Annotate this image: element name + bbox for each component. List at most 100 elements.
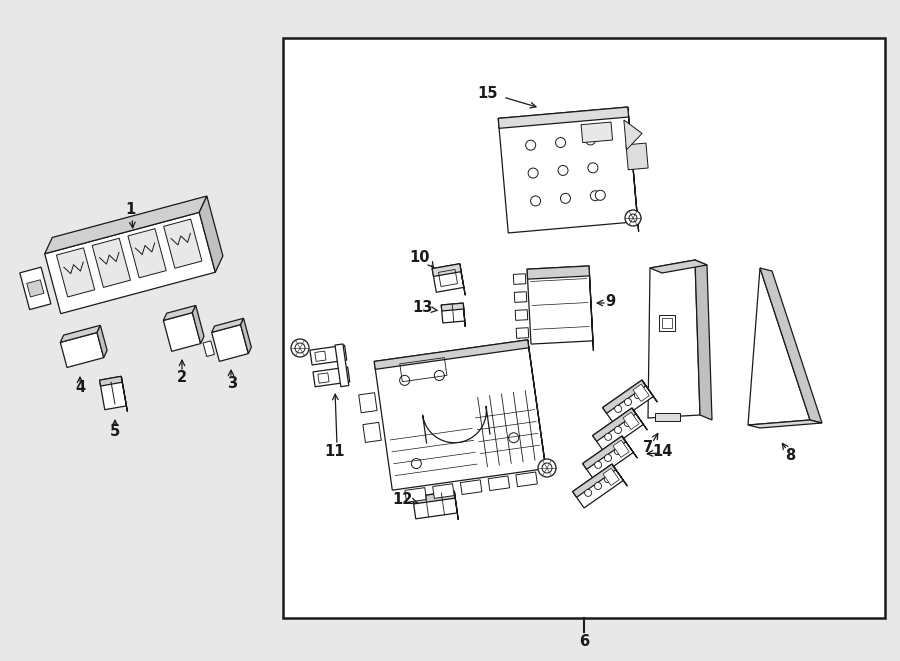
Circle shape bbox=[538, 459, 556, 477]
Polygon shape bbox=[45, 212, 215, 314]
Polygon shape bbox=[27, 280, 44, 297]
Circle shape bbox=[634, 391, 642, 399]
Polygon shape bbox=[100, 376, 126, 410]
Polygon shape bbox=[695, 260, 712, 420]
Text: 11: 11 bbox=[325, 444, 346, 459]
Circle shape bbox=[615, 447, 621, 455]
Polygon shape bbox=[624, 120, 642, 150]
Text: 1: 1 bbox=[125, 202, 135, 217]
Polygon shape bbox=[622, 436, 637, 458]
Polygon shape bbox=[60, 325, 101, 342]
Polygon shape bbox=[589, 266, 593, 351]
Polygon shape bbox=[128, 229, 166, 278]
Polygon shape bbox=[315, 351, 326, 362]
Circle shape bbox=[595, 190, 606, 200]
Circle shape bbox=[604, 476, 611, 483]
Polygon shape bbox=[92, 238, 130, 288]
Polygon shape bbox=[517, 328, 528, 338]
Polygon shape bbox=[623, 412, 639, 430]
Bar bbox=[659, 315, 675, 331]
Polygon shape bbox=[582, 436, 634, 480]
Polygon shape bbox=[413, 491, 457, 519]
Polygon shape bbox=[572, 464, 624, 508]
Polygon shape bbox=[97, 325, 107, 358]
Circle shape bbox=[295, 343, 305, 353]
Circle shape bbox=[528, 168, 538, 178]
Polygon shape bbox=[405, 488, 427, 502]
Circle shape bbox=[595, 461, 602, 469]
Polygon shape bbox=[650, 260, 707, 273]
Polygon shape bbox=[603, 468, 619, 485]
Polygon shape bbox=[432, 264, 461, 276]
Circle shape bbox=[400, 375, 410, 385]
Text: 6: 6 bbox=[579, 633, 590, 648]
Polygon shape bbox=[516, 472, 537, 486]
Bar bbox=[655, 413, 680, 421]
Polygon shape bbox=[100, 376, 122, 386]
Polygon shape bbox=[212, 325, 248, 362]
Circle shape bbox=[585, 489, 591, 496]
Polygon shape bbox=[441, 303, 464, 311]
Polygon shape bbox=[359, 393, 377, 412]
Polygon shape bbox=[164, 219, 202, 268]
Polygon shape bbox=[612, 464, 627, 486]
Polygon shape bbox=[626, 143, 648, 170]
Circle shape bbox=[508, 433, 518, 443]
Circle shape bbox=[542, 463, 552, 473]
Polygon shape bbox=[433, 484, 454, 498]
Text: 13: 13 bbox=[412, 299, 432, 315]
Bar bbox=[662, 318, 672, 328]
Circle shape bbox=[588, 163, 598, 173]
Polygon shape bbox=[45, 196, 207, 254]
Polygon shape bbox=[499, 107, 638, 233]
Circle shape bbox=[291, 339, 309, 357]
Polygon shape bbox=[488, 476, 509, 490]
Text: 4: 4 bbox=[75, 381, 86, 395]
Circle shape bbox=[558, 165, 568, 175]
Text: 10: 10 bbox=[410, 251, 430, 266]
Polygon shape bbox=[203, 341, 214, 356]
Circle shape bbox=[605, 455, 611, 461]
Polygon shape bbox=[20, 267, 51, 309]
Polygon shape bbox=[199, 196, 223, 272]
Text: 8: 8 bbox=[785, 447, 795, 463]
Polygon shape bbox=[363, 422, 382, 442]
Circle shape bbox=[629, 214, 637, 222]
Circle shape bbox=[615, 426, 622, 434]
Text: 3: 3 bbox=[227, 375, 237, 391]
Text: 2: 2 bbox=[177, 369, 187, 385]
Text: 14: 14 bbox=[652, 444, 672, 459]
Circle shape bbox=[625, 399, 632, 405]
Polygon shape bbox=[581, 122, 613, 143]
Circle shape bbox=[625, 210, 641, 226]
Polygon shape bbox=[760, 268, 822, 423]
Text: 7: 7 bbox=[643, 440, 653, 455]
Circle shape bbox=[605, 434, 612, 440]
Polygon shape bbox=[514, 292, 526, 302]
Polygon shape bbox=[613, 440, 629, 457]
Polygon shape bbox=[632, 408, 647, 430]
Polygon shape bbox=[513, 274, 526, 284]
Polygon shape bbox=[164, 313, 201, 352]
Polygon shape bbox=[515, 310, 527, 321]
Polygon shape bbox=[461, 480, 482, 494]
Bar bbox=[283, 38, 885, 618]
Polygon shape bbox=[499, 107, 628, 128]
Polygon shape bbox=[527, 340, 547, 477]
Polygon shape bbox=[603, 380, 646, 413]
Polygon shape bbox=[310, 345, 346, 365]
Polygon shape bbox=[318, 373, 329, 383]
Polygon shape bbox=[592, 408, 636, 442]
Polygon shape bbox=[748, 268, 810, 425]
Polygon shape bbox=[240, 319, 251, 354]
Polygon shape bbox=[648, 260, 700, 418]
Text: 9: 9 bbox=[605, 295, 615, 309]
Circle shape bbox=[555, 137, 565, 147]
Polygon shape bbox=[335, 344, 349, 387]
Polygon shape bbox=[627, 107, 639, 231]
Polygon shape bbox=[454, 491, 458, 520]
Polygon shape bbox=[603, 380, 653, 424]
Polygon shape bbox=[748, 420, 822, 428]
Polygon shape bbox=[592, 408, 644, 452]
Polygon shape bbox=[527, 266, 590, 279]
